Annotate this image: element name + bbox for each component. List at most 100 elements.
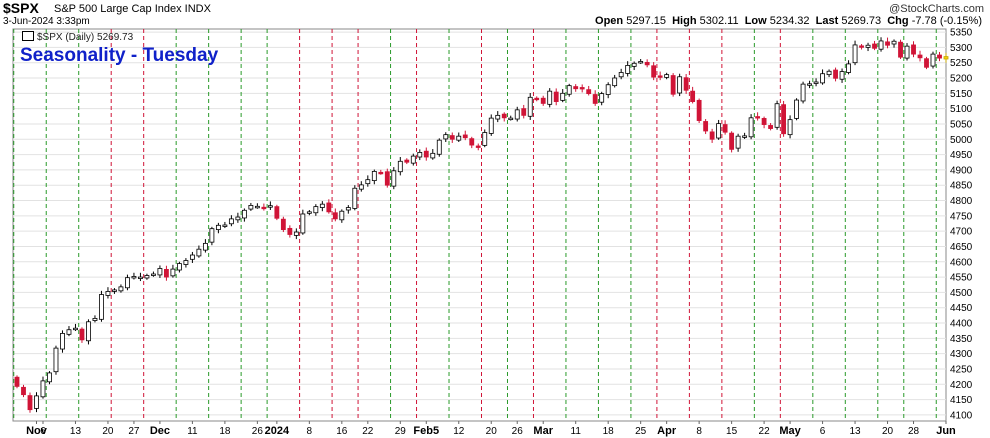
price-tick-label: 4900 <box>950 165 973 176</box>
candle-body <box>235 216 241 221</box>
candle-body <box>209 228 215 243</box>
date-tick-label: 29 <box>395 426 407 437</box>
candle-body <box>820 73 825 84</box>
date-tick-label: 26 <box>252 426 264 437</box>
candle-body <box>488 117 494 134</box>
candle-body <box>664 74 670 78</box>
chg-value: -7.78 (-0.15%) <box>911 15 982 27</box>
candle-body <box>443 134 449 140</box>
date-tick-label: 11 <box>571 426 582 437</box>
candle-body <box>319 203 325 208</box>
candle-body <box>826 70 832 76</box>
candle-body <box>813 81 819 84</box>
candle-body <box>872 43 877 49</box>
candle-body <box>891 40 897 45</box>
candle-body <box>267 205 273 208</box>
candle-body <box>456 135 462 141</box>
candle-body <box>514 109 520 120</box>
open-value: 5297.15 <box>626 15 666 27</box>
chg-label: Chg <box>887 15 909 27</box>
candle-body <box>404 159 410 163</box>
date-tick-label: 15 <box>726 426 738 437</box>
price-tick-label: 5050 <box>950 119 973 130</box>
date-tick-label: Jun <box>936 425 956 437</box>
candle-body <box>573 86 579 90</box>
candle-body <box>586 89 592 95</box>
price-tick-label: 4750 <box>950 211 973 222</box>
candle-body <box>605 84 611 95</box>
candle-body <box>339 210 345 221</box>
price-tick-label: 5000 <box>950 135 973 146</box>
candle-body <box>807 83 812 86</box>
candle-body <box>690 90 696 102</box>
candle-body <box>352 187 358 209</box>
candle-body <box>696 99 702 121</box>
date-tick-label: Mar <box>533 425 553 437</box>
candle-body <box>73 327 78 331</box>
candle-body <box>774 103 780 128</box>
candle-body <box>469 138 475 146</box>
candle-body <box>164 269 169 278</box>
price-tick-label: 5200 <box>950 74 973 85</box>
date-tick-label: 11 <box>187 426 198 437</box>
date-tick-label: 12 <box>453 426 465 437</box>
candle-body <box>326 202 332 213</box>
candle-body <box>248 204 254 210</box>
candle-body <box>462 134 468 139</box>
last-label: Last <box>815 15 839 27</box>
date-tick-label: 8 <box>696 426 702 437</box>
price-tick-label: 4600 <box>950 257 973 268</box>
last-value: 5269.73 <box>841 15 882 27</box>
price-tick-label: 4300 <box>950 349 973 360</box>
date-tick-label: 22 <box>362 426 374 437</box>
candle-body <box>748 117 754 138</box>
price-tick-label: 4700 <box>950 227 973 238</box>
legend-label: $SPX (Daily) 5269.73 <box>37 32 134 43</box>
candle-body <box>151 273 156 276</box>
candle-body <box>397 160 403 173</box>
candle-body <box>371 171 377 181</box>
candle-body <box>735 135 741 149</box>
chart-legend: $SPX (Daily) 5269.73 <box>22 31 133 43</box>
candle-body <box>183 260 189 265</box>
candle-body <box>449 135 455 140</box>
chart-title: Seasonality - Tuesday <box>20 45 219 66</box>
candle-body <box>800 83 806 102</box>
candle-body <box>157 268 163 276</box>
candle-body <box>833 69 838 79</box>
date-tick-label: Feb5 <box>413 425 439 437</box>
candle-body <box>781 104 787 135</box>
candle-body <box>618 72 624 78</box>
low-value: 5234.32 <box>769 15 810 27</box>
legend-swatch <box>22 31 34 41</box>
candle-body <box>118 286 124 292</box>
candle-body <box>703 121 709 132</box>
candle-body <box>345 207 351 211</box>
candle-body <box>768 125 774 129</box>
date-tick-label: 28 <box>908 426 920 437</box>
candle-body <box>859 45 864 48</box>
date-tick-label: 20 <box>102 426 114 437</box>
candle-body <box>761 118 767 125</box>
candle-body <box>852 44 858 64</box>
date-tick-label: 6 <box>820 426 826 437</box>
candle-body <box>904 45 910 59</box>
candle-body <box>729 132 735 150</box>
candle-body <box>332 212 338 220</box>
high-label: High <box>672 15 697 27</box>
candle-body <box>222 224 228 227</box>
candle-body <box>683 77 689 91</box>
date-tick-label: 18 <box>219 426 231 437</box>
candle-body <box>787 119 793 136</box>
date-tick-label: 26 <box>512 426 524 437</box>
candle-body <box>27 395 33 411</box>
candle-body <box>21 386 26 396</box>
price-tick-label: 5250 <box>950 58 973 69</box>
candle-body <box>99 294 104 320</box>
date-time: 3-Jun-2024 3:33pm <box>3 16 90 27</box>
candle-body <box>287 227 293 235</box>
brand-label[interactable]: @StockCharts.com <box>889 3 984 15</box>
candle-body <box>566 85 572 95</box>
candle-body <box>53 347 59 373</box>
